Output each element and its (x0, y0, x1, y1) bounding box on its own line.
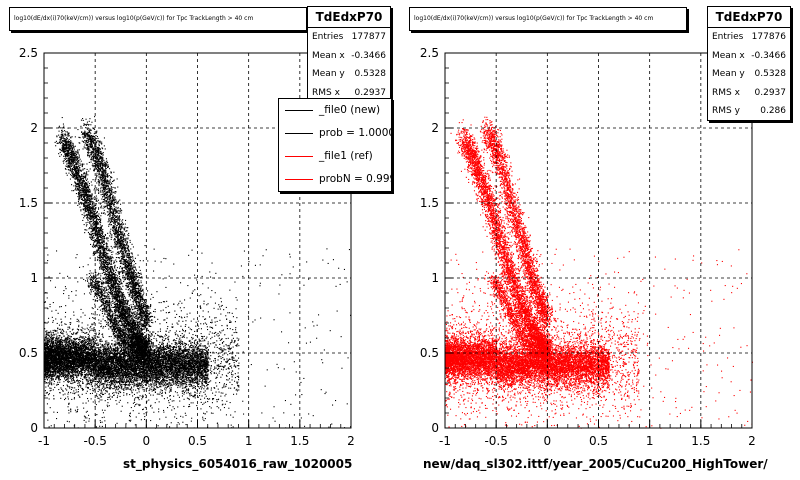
stats-key: Mean x (712, 47, 745, 66)
plot-title-right-text: log10(dE/dx(i)70(keV/cm)) versus log10(p… (414, 15, 653, 22)
y-tick-label: 0.5 (19, 346, 38, 360)
stats-row-entries: Entries 177876 (708, 28, 790, 47)
x-tick-label: 1.5 (691, 434, 710, 448)
grid-lines (445, 53, 752, 428)
y-tick-label: 0 (431, 421, 439, 435)
stats-row-mean-y: Mean y 0.5328 (708, 65, 790, 84)
scatter-plot-left: -1 -0.5 0 0.5 1 1.5 2 0 0.5 1 1.5 2 2.5 (19, 46, 355, 448)
stats-name: TdEdxP70 (308, 7, 390, 28)
legend-entry-file1: _file1 (ref) (279, 145, 391, 168)
x-tick-label: 0 (544, 434, 552, 448)
x-tick-label: 1.5 (290, 434, 309, 448)
y-tick-label: 1 (30, 271, 38, 285)
stats-value: 0.2937 (355, 84, 387, 103)
x-tick-label: 0.5 (188, 434, 207, 448)
legend-entry-file0: _file0 (new) (279, 99, 391, 122)
legend-entry-prob: prob = 1.000000 (279, 122, 391, 145)
plot-border (444, 52, 753, 429)
stats-row-rms-x: RMS x 0.2937 (708, 84, 790, 103)
x-tick-label: -0.5 (484, 434, 507, 448)
plot-title-right: log10(dE/dx(i)70(keV/cm)) versus log10(p… (409, 7, 687, 31)
stats-key: RMS y (712, 102, 740, 121)
stats-key: Mean y (312, 65, 345, 84)
y-tick-label: 2.5 (420, 46, 439, 60)
stats-value: -0.3466 (751, 47, 786, 66)
y-tick-label: 1 (431, 271, 439, 285)
legend-label: _file1 (ref) (319, 150, 373, 162)
stats-name: TdEdxP70 (708, 7, 790, 28)
plot-border (43, 52, 352, 429)
plot-title-left-text: log10(dE/dx(i)70(keV/cm)) versus log10(p… (14, 15, 253, 22)
x-tick-label: 2 (748, 434, 756, 448)
stats-value: -0.3466 (351, 47, 386, 66)
y-tick-label: 0.5 (420, 346, 439, 360)
stats-row-mean-y: Mean y 0.5328 (308, 65, 390, 84)
x-tick-label: -1 (439, 434, 451, 448)
y-tick-label: 2 (30, 121, 38, 135)
legend-line-black (285, 110, 313, 111)
x-tick-label: -1 (38, 434, 50, 448)
legend-line-red (285, 156, 313, 157)
stats-value: 0.5328 (355, 65, 387, 84)
stats-row-entries: Entries 177877 (308, 28, 390, 47)
scatter-points (44, 116, 352, 429)
legend-label: prob = 1.000000 (319, 127, 391, 139)
stats-row-mean-x: Mean x -0.3466 (708, 47, 790, 66)
stats-row-rms-x: RMS x 0.2937 (308, 84, 390, 103)
axes: -1 -0.5 0 0.5 1 1.5 2 0 0.5 1 1.5 2 2.5 (19, 46, 355, 448)
legend-box: _file0 (new) prob = 1.000000 _file1 (ref… (278, 98, 392, 192)
scatter-points (445, 116, 753, 429)
x-tick-label: 0.5 (589, 434, 608, 448)
y-tick-label: 1.5 (420, 196, 439, 210)
legend-line-black (285, 133, 313, 134)
grid-lines (44, 53, 351, 428)
stats-value: 0.2937 (755, 84, 787, 103)
legend-label: probN = 0.999999 (319, 173, 391, 185)
stats-key: Mean y (712, 65, 745, 84)
stats-box-right: TdEdxP70 Entries 177876 Mean x -0.3466 M… (707, 6, 791, 121)
legend-entry-probn: probN = 0.999999 (279, 168, 391, 191)
stats-row-rms-y: RMS y 0.286 (708, 102, 790, 121)
x-tick-label: -0.5 (83, 434, 106, 448)
axes: -1 -0.5 0 0.5 1 1.5 2 0 0.5 1 1.5 2 2.5 (420, 46, 756, 448)
x-axis-title-left: st_physics_6054016_raw_1020005 (123, 457, 352, 471)
x-tick-label: 1 (646, 434, 654, 448)
plot-title-left: log10(dE/dx(i)70(keV/cm)) versus log10(p… (9, 7, 307, 31)
stats-box-left: TdEdxP70 Entries 177877 Mean x -0.3466 M… (307, 6, 391, 102)
legend-line-red (285, 179, 313, 180)
stats-value: 177876 (752, 28, 786, 47)
x-tick-label: 0 (143, 434, 151, 448)
stats-key: Mean x (312, 47, 345, 66)
x-axis-title-right: new/daq_sl302.ittf/year_2005/CuCu200_Hig… (423, 457, 768, 471)
stats-value: 177877 (352, 28, 386, 47)
y-tick-label: 2.5 (19, 46, 38, 60)
y-tick-label: 1.5 (19, 196, 38, 210)
stats-value: 0.286 (760, 102, 786, 121)
stats-key: Entries (712, 28, 743, 47)
stats-value: 0.5328 (755, 65, 787, 84)
x-tick-label: 2 (347, 434, 355, 448)
x-tick-label: 1 (245, 434, 253, 448)
scatter-plot-right: -1 -0.5 0 0.5 1 1.5 2 0 0.5 1 1.5 2 2.5 (420, 46, 756, 448)
y-tick-label: 2 (431, 121, 439, 135)
stats-key: RMS x (312, 84, 340, 103)
stats-key: Entries (312, 28, 343, 47)
legend-label: _file0 (new) (319, 104, 380, 116)
stats-key: RMS x (712, 84, 740, 103)
stats-row-mean-x: Mean x -0.3466 (308, 47, 390, 66)
y-tick-label: 0 (30, 421, 38, 435)
